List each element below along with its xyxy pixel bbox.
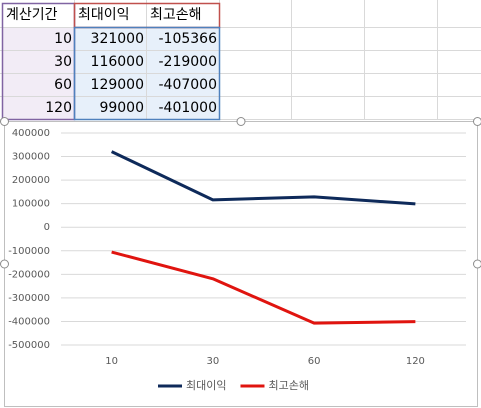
header-cell: 계산기간: [6, 7, 58, 23]
data-cell: -407000: [159, 77, 218, 93]
data-cell: -219000: [159, 54, 218, 70]
y-tick-label: 0: [44, 222, 50, 233]
x-tick-label: 60: [308, 356, 321, 367]
chart-area[interactable]: [4, 121, 478, 407]
header-cell: 최대이익: [78, 7, 130, 23]
range-values: [73, 26, 221, 121]
series-line: [111, 250, 416, 325]
y-tick-label: 300000: [12, 152, 50, 163]
data-cell: 321000: [91, 31, 144, 47]
x-tick-label: 120: [406, 356, 425, 367]
y-tick-label: -100000: [8, 246, 50, 257]
data-cell: 30: [54, 54, 72, 70]
chart: -500000 -400000 -300000 -200000 -100000 0 1000…: [8, 128, 466, 392]
y-tick-label: 100000: [12, 199, 50, 210]
data-cell: 99000: [99, 100, 144, 116]
data-cell: -105366: [159, 31, 218, 47]
y-tick-label: -200000: [8, 269, 50, 280]
data-cell: 116000: [91, 54, 144, 70]
y-tick-label: -400000: [8, 316, 50, 327]
series-line: [110, 150, 416, 206]
x-tick-label: 10: [105, 356, 118, 367]
y-tick-label: -500000: [8, 340, 50, 351]
chart-handles: [0, 117, 481, 269]
y-tick-label: 400000: [12, 128, 50, 139]
x-tick-label: 30: [207, 356, 220, 367]
data-cell: -401000: [159, 100, 218, 116]
y-tick-label: -300000: [8, 293, 50, 304]
data-cell: 120: [45, 100, 72, 116]
cells: 계산기간 최대이익 최고손해 10 321000 -105366 30 116000 -2190…: [6, 7, 217, 116]
y-tick-label: 200000: [12, 175, 50, 186]
legend-label: 최고손해: [268, 378, 308, 392]
data-cell: 10: [54, 31, 72, 47]
data-cell: 60: [54, 77, 72, 93]
legend-label: 최대이익: [186, 379, 226, 392]
data-cell: 129000: [91, 77, 144, 93]
header-cell: 최고손해: [150, 7, 202, 23]
